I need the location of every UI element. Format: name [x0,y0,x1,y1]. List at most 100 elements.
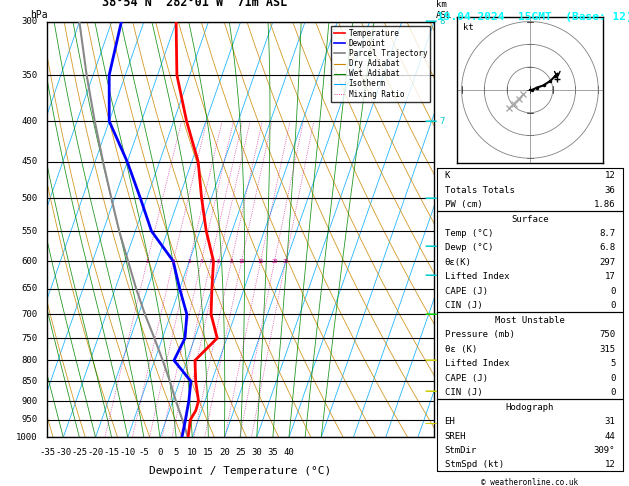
Text: -5: -5 [138,448,149,457]
Text: 36: 36 [604,186,615,194]
Text: 300: 300 [21,17,38,26]
Text: 1000: 1000 [16,433,38,442]
Text: —: — [425,354,437,367]
Text: 2: 2 [440,356,445,365]
Text: 650: 650 [21,284,38,293]
Text: 850: 850 [21,377,38,386]
Text: —: — [425,385,437,398]
Text: -20: -20 [87,448,104,457]
Text: 550: 550 [21,226,38,236]
Text: 20: 20 [271,259,278,263]
Text: 25: 25 [282,259,289,263]
Text: 8: 8 [440,17,445,26]
Text: StmDir: StmDir [445,446,477,455]
Text: Mixing Ratio (g/kg): Mixing Ratio (g/kg) [464,215,474,311]
Text: K: K [445,171,450,180]
Text: 19.04.2024  15GMT  (Base: 12): 19.04.2024 15GMT (Base: 12) [437,12,629,22]
Text: Dewp (°C): Dewp (°C) [445,243,493,252]
Text: 10: 10 [187,448,198,457]
Text: 17: 17 [604,272,615,281]
Text: -35: -35 [39,448,55,457]
Text: —: — [425,115,437,128]
Text: 8: 8 [230,259,233,263]
Text: 6.8: 6.8 [599,243,615,252]
Text: 8.7: 8.7 [599,229,615,238]
Text: 30: 30 [252,448,262,457]
Text: 900: 900 [21,397,38,405]
Text: 12: 12 [604,460,615,469]
Text: LCL: LCL [440,419,455,428]
Text: CAPE (J): CAPE (J) [445,287,487,296]
Text: 5: 5 [610,359,615,368]
Text: hPa: hPa [30,10,47,20]
Text: 600: 600 [21,257,38,265]
Text: 0: 0 [157,448,163,457]
Text: —: — [425,308,437,321]
Text: —: — [425,191,437,205]
Text: 4: 4 [200,259,203,263]
Text: -30: -30 [55,448,71,457]
Text: 1: 1 [145,259,149,263]
Text: 350: 350 [21,70,38,80]
Text: 15: 15 [203,448,214,457]
Text: 750: 750 [21,333,38,343]
Text: 0: 0 [610,374,615,382]
Text: CIN (J): CIN (J) [445,301,482,311]
Text: —: — [425,16,437,28]
Text: 450: 450 [21,157,38,166]
Text: 3: 3 [188,259,191,263]
Text: 25: 25 [235,448,246,457]
Text: 4: 4 [440,271,445,279]
Text: 750: 750 [599,330,615,339]
Text: Temp (°C): Temp (°C) [445,229,493,238]
Text: 0: 0 [610,301,615,311]
Text: 6: 6 [440,194,445,203]
Text: 950: 950 [21,415,38,424]
Text: 1.86: 1.86 [594,200,615,209]
Text: 12: 12 [604,171,615,180]
Text: Most Unstable: Most Unstable [495,316,565,325]
Text: Totals Totals: Totals Totals [445,186,515,194]
Text: 500: 500 [21,194,38,203]
Text: Pressure (mb): Pressure (mb) [445,330,515,339]
Text: 3: 3 [440,310,445,319]
Text: 5: 5 [209,259,213,263]
Text: 400: 400 [21,117,38,126]
Text: 800: 800 [21,356,38,365]
Text: 20: 20 [219,448,230,457]
Text: Surface: Surface [511,214,548,224]
Text: —: — [425,417,437,430]
Text: Dewpoint / Temperature (°C): Dewpoint / Temperature (°C) [150,467,331,476]
Text: 6: 6 [217,259,220,263]
Text: StmSpd (kt): StmSpd (kt) [445,460,504,469]
Text: 35: 35 [267,448,278,457]
Text: © weatheronline.co.uk: © weatheronline.co.uk [481,478,579,486]
Text: -10: -10 [120,448,136,457]
Text: -15: -15 [104,448,120,457]
Legend: Temperature, Dewpoint, Parcel Trajectory, Dry Adiabat, Wet Adiabat, Isotherm, Mi: Temperature, Dewpoint, Parcel Trajectory… [331,26,430,102]
Text: CIN (J): CIN (J) [445,388,482,397]
Text: 1: 1 [440,387,445,396]
Text: 7: 7 [440,117,445,126]
Text: -25: -25 [71,448,87,457]
Text: Lifted Index: Lifted Index [445,272,509,281]
Text: 15: 15 [257,259,264,263]
Text: —: — [425,240,437,253]
Text: kt: kt [463,23,474,32]
Text: Hodograph: Hodograph [506,402,554,412]
Text: 2: 2 [172,259,175,263]
Text: 44: 44 [604,432,615,440]
Text: 5: 5 [440,242,445,251]
Text: Lifted Index: Lifted Index [445,359,509,368]
Text: 38°54'N  282°01'W  71m ASL: 38°54'N 282°01'W 71m ASL [101,0,287,9]
Text: 700: 700 [21,310,38,319]
Text: 315: 315 [599,345,615,354]
Text: CAPE (J): CAPE (J) [445,374,487,382]
Text: θε(K): θε(K) [445,258,472,267]
Text: 40: 40 [284,448,294,457]
Text: SREH: SREH [445,432,466,440]
Text: km
ASL: km ASL [436,0,452,20]
Text: 10: 10 [238,259,245,263]
Text: PW (cm): PW (cm) [445,200,482,209]
Text: 0: 0 [610,388,615,397]
